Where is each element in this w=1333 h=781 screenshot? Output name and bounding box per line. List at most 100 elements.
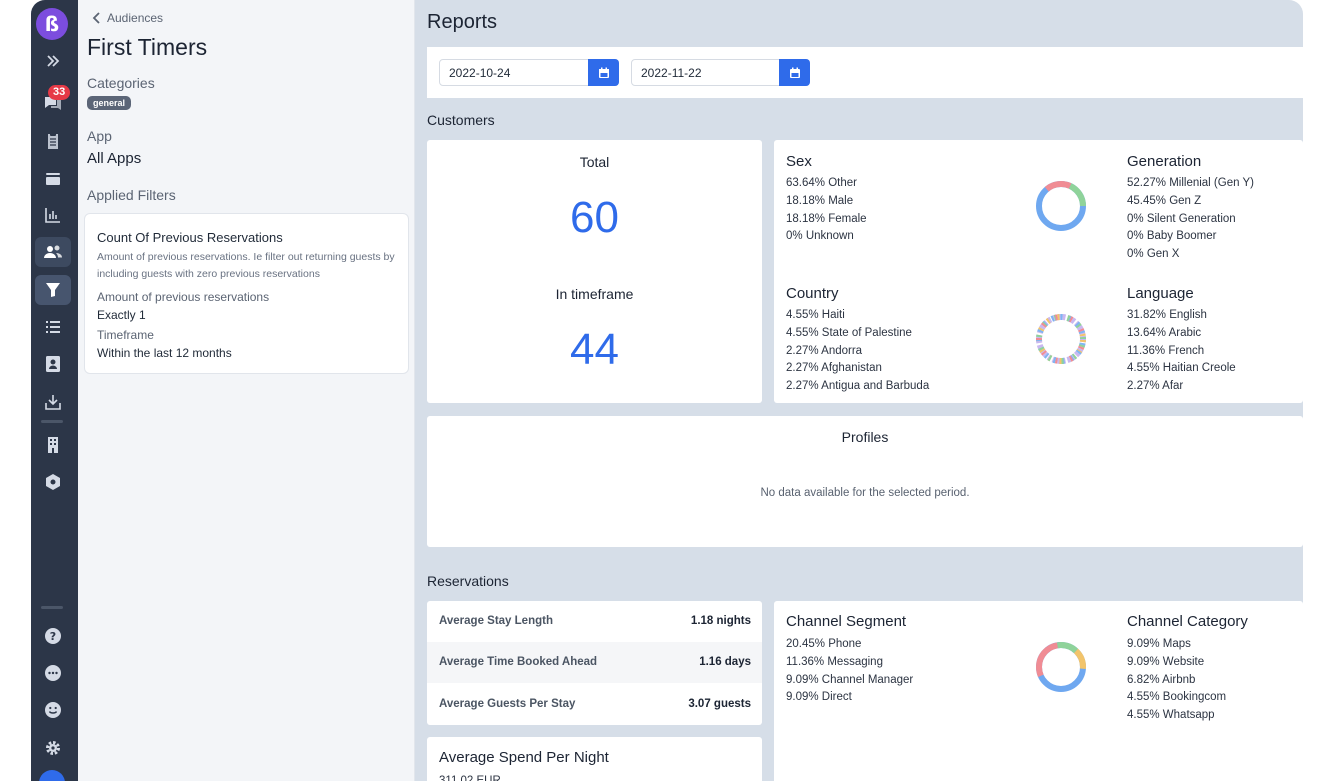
list-item: 0% Baby Boomer — [1127, 230, 1217, 243]
list-item: 18.18% Female — [786, 212, 867, 225]
back-link-label: Audiences — [107, 11, 164, 25]
average-value: 3.07 guests — [688, 698, 751, 710]
channel-segment-list: 20.45% Phone 11.36% Messaging 9.09% Chan… — [786, 636, 913, 707]
list-item: 20.45% Phone — [786, 638, 862, 650]
chevron-left-icon — [92, 12, 100, 24]
list-item: 63.64% Other — [786, 177, 857, 189]
totals-card: Total 60 In timeframe 44 — [427, 140, 762, 403]
timeframe-label: In timeframe — [555, 286, 634, 302]
list-item: 2.27% Andorra — [786, 344, 863, 357]
back-link[interactable]: Audiences — [92, 11, 163, 25]
customers-heading: Customers — [427, 112, 495, 128]
spend-card: Average Spend Per Night 311.02 EUR — [427, 737, 762, 781]
channel-category-list: 9.09% Maps 9.09% Website 6.82% Airbnb 4.… — [1127, 636, 1226, 725]
generation-list: 52.27% Millenial (Gen Y) 45.45% Gen Z 0%… — [1127, 175, 1254, 264]
channel-donut-slice — [1036, 642, 1086, 692]
sex-donut-slice — [1036, 181, 1086, 231]
generation-title: Generation — [1127, 153, 1202, 170]
language-title: Language — [1127, 285, 1194, 302]
audience-title: First Timers — [87, 34, 208, 60]
expand-icon[interactable] — [35, 46, 71, 76]
date-to-field[interactable]: 2022-11-22 — [631, 59, 810, 86]
import-icon[interactable] — [35, 387, 71, 417]
list-item: 11.36% Messaging — [786, 655, 883, 668]
list-item: 18.18% Male — [786, 194, 854, 207]
audiences-icon[interactable] — [35, 237, 71, 267]
sex-donut-slice — [1036, 181, 1086, 231]
smile-icon[interactable] — [35, 695, 71, 725]
list-item: 6.82% Airbnb — [1127, 673, 1196, 686]
reports-icon[interactable] — [35, 200, 71, 230]
brand-logo[interactable]: ß — [36, 8, 68, 40]
profiles-title: Profiles — [841, 429, 889, 445]
list-item: 31.82% English — [1127, 309, 1207, 321]
calendar-icon[interactable] — [779, 59, 810, 86]
sex-donut-chart — [1036, 181, 1086, 231]
category-chip[interactable]: general — [87, 96, 132, 110]
left-rail: ß 33 — [31, 0, 78, 781]
country-title: Country — [786, 285, 839, 302]
filter-timeframe-label: Timeframe — [97, 328, 154, 342]
filter-icon[interactable] — [35, 275, 71, 305]
table-row: Average Guests Per Stay 3.07 guests — [427, 684, 762, 725]
country-list: 4.55% Haiti 4.55% State of Palestine 2.2… — [786, 307, 929, 396]
list-item: 9.09% Website — [1127, 655, 1205, 668]
list-item: 2.27% Afar — [1127, 380, 1184, 393]
list-item: 0% Unknown — [786, 230, 854, 243]
rail-divider — [41, 606, 63, 609]
list-item: 4.55% Bookingcom — [1127, 691, 1227, 704]
date-range-bar: 2022-10-24 2022-11-22 — [427, 47, 1303, 98]
app-value: All Apps — [87, 150, 142, 167]
list-item: 4.55% Haiti — [786, 309, 845, 321]
chat-icon[interactable] — [35, 658, 71, 688]
channel-donut-chart — [1036, 642, 1086, 692]
calendar-icon[interactable] — [588, 59, 619, 86]
channel-donut-slice — [1036, 642, 1086, 692]
total-label: Total — [579, 154, 610, 170]
categories-label: Categories — [87, 75, 155, 91]
contacts-icon[interactable] — [35, 349, 71, 379]
date-to-value: 2022-11-22 — [641, 66, 702, 80]
average-label: Average Guests Per Stay — [439, 698, 576, 710]
list-item: 0% Silent Generation — [1127, 212, 1236, 225]
list-icon[interactable] — [35, 312, 71, 342]
list-item: 2.27% Afghanistan — [786, 362, 882, 375]
list-item: 52.27% Millenial (Gen Y) — [1127, 177, 1254, 189]
table-row: Average Time Booked Ahead 1.16 days — [427, 642, 762, 683]
average-value: 1.16 days — [699, 656, 751, 668]
account-avatar[interactable] — [39, 770, 65, 781]
channel-donut-slice — [1036, 642, 1086, 692]
help-icon[interactable]: ? — [35, 621, 71, 651]
list-item: 9.09% Direct — [786, 691, 852, 704]
inbox-icon[interactable] — [35, 164, 71, 194]
average-label: Average Stay Length — [439, 615, 553, 627]
filter-card[interactable]: Count Of Previous Reservations Amount of… — [84, 213, 409, 374]
list-item: 11.36% French — [1127, 344, 1205, 357]
total-value: 60 — [570, 193, 619, 242]
averages-card: Average Stay Length 1.18 nights Average … — [427, 601, 762, 725]
filter-description: Amount of previous reservations. Ie filt… — [97, 251, 395, 280]
clipboard-icon[interactable] — [35, 126, 71, 156]
sex-title: Sex — [786, 153, 812, 170]
list-item: 4.55% Haitian Creole — [1127, 362, 1236, 375]
rail-divider — [41, 420, 63, 423]
page-title: Reports — [427, 11, 498, 33]
list-item: 0% Gen X — [1127, 248, 1180, 261]
date-from-field[interactable]: 2022-10-24 — [439, 59, 619, 86]
language-list: 31.82% English 13.64% Arabic 11.36% Fren… — [1127, 307, 1236, 396]
filter-amount-label: Amount of previous reservations — [97, 290, 270, 304]
shield-hex-icon[interactable] — [35, 467, 71, 497]
list-item: 9.09% Maps — [1127, 638, 1191, 650]
demographics-card: Sex 63.64% Other 18.18% Male 18.18% Fema… — [774, 140, 1303, 403]
list-item: 4.55% State of Palestine — [786, 326, 912, 339]
list-item: 2.27% Antigua and Barbuda — [786, 380, 930, 393]
spend-value: 311.02 EUR — [439, 775, 501, 781]
reservations-heading: Reservations — [427, 573, 509, 589]
filter-title: Count Of Previous Reservations — [97, 230, 283, 245]
channel-category-title: Channel Category — [1127, 613, 1248, 630]
channels-card: Channel Segment 20.45% Phone 11.36% Mess… — [774, 601, 1303, 781]
timeframe-value: 44 — [570, 325, 619, 374]
building-icon[interactable] — [35, 430, 71, 460]
reports-main: Reports 2022-10-24 2022-11-22 Customers … — [415, 0, 1303, 781]
gear-icon[interactable] — [35, 733, 71, 763]
